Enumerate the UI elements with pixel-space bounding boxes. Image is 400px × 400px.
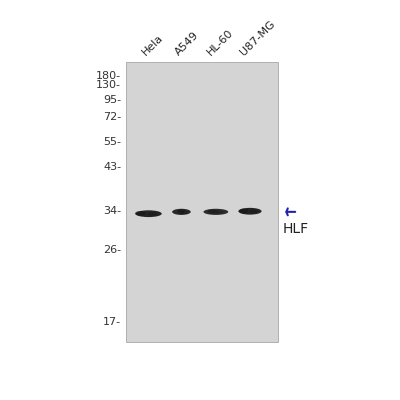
Text: A549: A549 xyxy=(173,30,201,57)
Text: 72-: 72- xyxy=(103,112,121,122)
Ellipse shape xyxy=(238,208,262,215)
Ellipse shape xyxy=(239,208,248,213)
Ellipse shape xyxy=(148,212,157,216)
Text: 95-: 95- xyxy=(103,95,121,105)
Ellipse shape xyxy=(136,210,162,217)
Text: 17-: 17- xyxy=(103,317,121,327)
Ellipse shape xyxy=(249,210,258,214)
Text: Hela: Hela xyxy=(140,32,166,57)
Ellipse shape xyxy=(135,211,146,216)
Ellipse shape xyxy=(204,209,228,215)
Text: 180-: 180- xyxy=(96,71,121,81)
Text: 26-: 26- xyxy=(103,245,121,255)
Bar xyxy=(126,62,278,342)
Ellipse shape xyxy=(177,209,184,214)
Ellipse shape xyxy=(215,210,224,214)
Text: 34-: 34- xyxy=(103,206,121,216)
Text: HL-60: HL-60 xyxy=(206,27,236,57)
Text: 130-: 130- xyxy=(96,80,121,90)
Text: HLF: HLF xyxy=(283,222,309,236)
Ellipse shape xyxy=(172,209,191,215)
Text: 43-: 43- xyxy=(103,162,121,172)
Text: U87-MG: U87-MG xyxy=(238,19,277,57)
Ellipse shape xyxy=(208,209,218,214)
Text: 55-: 55- xyxy=(103,137,121,147)
Ellipse shape xyxy=(181,210,188,214)
